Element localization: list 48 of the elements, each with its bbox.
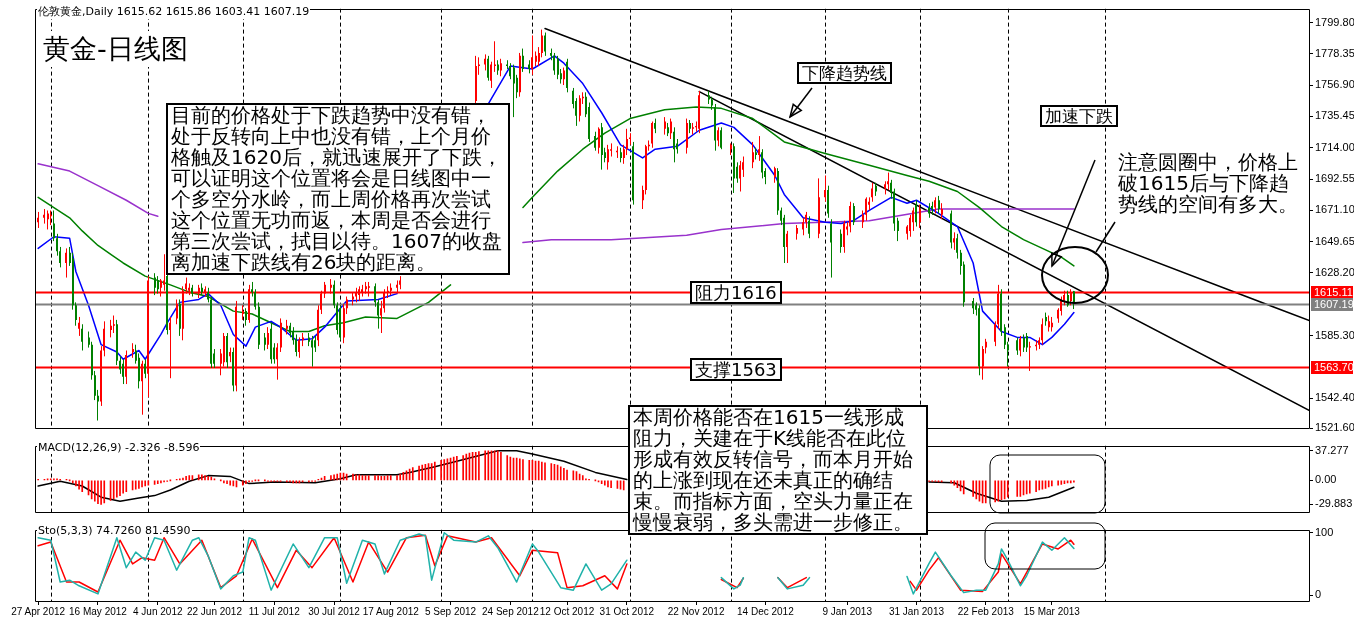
x-tick-label: 22 Jun 2012 [186,605,243,617]
x-tick-label: 4 Jun 2012 [133,605,183,617]
x-tick-label: 24 Sep 2012 [482,605,540,617]
ref-line-label: 1607.19 [1314,297,1354,310]
y-tick-label: 1778.35 [1315,46,1354,59]
x-tick-label: 5 Sep 2012 [424,605,477,617]
x-tick-label: 27 Apr 2012 [11,605,66,617]
annotation: 阻力1616 [690,281,782,304]
y-tick-label: 0.00 [1315,473,1337,486]
y-tick-label: 1692.55 [1315,172,1354,185]
y-tick-label: 1714.00 [1315,140,1354,153]
x-tick-label: 30 Jul 2012 [308,605,361,617]
chart-subtitle: 伦敦黄金,Daily 1615.62 1615.86 1603.41 1607.19 [37,4,311,19]
annotation: 支撑1563 [690,358,782,381]
y-tick-label: 1735.45 [1315,109,1354,122]
text: 黄金-日线图 [42,31,189,67]
y-tick-label: 1671.10 [1315,203,1354,216]
x-tick-label: 12 Oct 2012 [539,605,595,617]
y-tick-label: 1542.40 [1315,391,1354,404]
x-tick-label: 31 Jan 2013 [888,605,945,617]
x-tick-label: 16 May 2012 [69,605,128,617]
y-tick-label: 1585.30 [1315,328,1354,341]
x-tick-label: 22 Feb 2013 [957,605,1015,617]
y-tick-label: 1799.80 [1315,15,1354,28]
y-tick-label: 1649.65 [1315,234,1354,247]
x-tick-label: 22 Nov 2012 [667,605,725,617]
ref-line-label: 1615.11 [1314,285,1353,298]
y-tick-label: 1628.20 [1315,265,1354,278]
y-tick-label: 1756.90 [1315,78,1354,91]
x-tick-label: 15 Mar 2013 [1023,605,1081,617]
y-tick-label: -29.883 [1315,497,1353,510]
y-tick-label: 100 [1315,525,1334,538]
annotation: 注意圆圈中，价格上破1615后与下降趋势线的空间有多大。 [1118,150,1299,216]
annotation: 本周价格能否在1615一线形成阻力，关建在于K线能否在此位形成有效反转信号，而本月开始的上涨到现在还未真正的确结束。而指标方面，空头力量正在慢慢衰弱，多头需进一步修正。 [628,405,928,535]
x-tick-label: 31 Oct 2012 [599,605,655,617]
x-tick-label: 14 Dec 2012 [737,605,795,617]
x-tick-label: 17 Aug 2012 [362,605,420,617]
ref-line-label: 1563.70 [1314,360,1354,373]
annotation: 加速下跌 [1040,105,1118,127]
y-tick-label: 0 [1315,588,1322,601]
x-tick-label: 11 Jul 2012 [248,605,301,617]
chart-title: Sto(5,3,3) 74.7260 81.4590 [37,524,192,537]
y-tick-label: 1521.60 [1315,421,1354,434]
annotation: 下降趋势线 [797,62,892,84]
x-tick-label: 9 Jan 2013 [822,605,873,617]
annotation: 目前的价格处于下跌趋势中没有错，处于反转向上中也没有错，上个月价格触及1620后，就迅速展开了下跌，可以证明这个位置将会是日线图中一个多空分水岭，而上周价格再次尝试这个位置无功而返，本周是否会进行第三次尝试，拭目以待。1607的收盘离加速下跌线有26块的距离。 [166,103,510,275]
y-tick-label: 37.277 [1315,443,1349,456]
chart-title: MACD(12,26,9) -2.326 -8.596 [37,441,201,454]
